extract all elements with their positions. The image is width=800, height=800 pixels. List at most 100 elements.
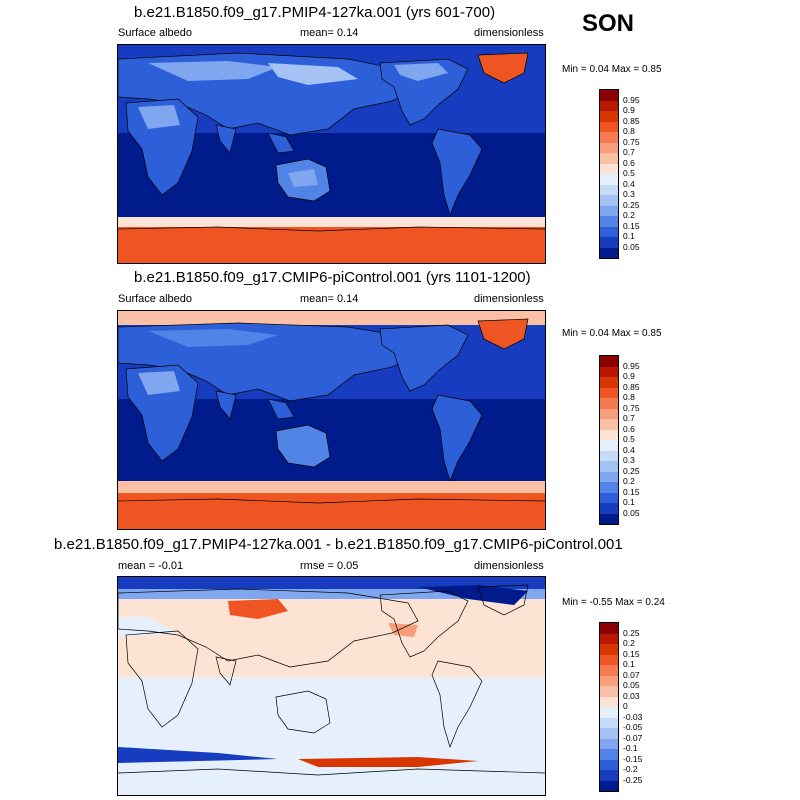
- colorbar-segment: [600, 686, 618, 697]
- colorbar-label: -0.03: [623, 711, 643, 722]
- colorbar-segment: [600, 205, 618, 216]
- colorbar-segment: [600, 408, 618, 419]
- colorbar-segment: [600, 226, 618, 237]
- colorbar-label: 0.8: [623, 126, 635, 136]
- panel-1-map: [117, 44, 546, 264]
- panel-3-minmax: Min = -0.55 Max = 0.24: [562, 597, 665, 608]
- colorbar-label: 0.05: [623, 680, 640, 690]
- colorbar-segment: [600, 770, 618, 781]
- colorbar-segment: [600, 387, 618, 398]
- colorbar-label: 0.9: [623, 371, 635, 381]
- colorbar-segment: [600, 216, 618, 227]
- panel-1-mean: mean= 0.14: [300, 27, 359, 39]
- colorbar-segment: [600, 749, 618, 760]
- colorbar-label: 0.4: [623, 178, 635, 189]
- colorbar-label: 0.5: [623, 168, 635, 178]
- colorbar-label: 0.15: [623, 220, 640, 231]
- colorbar-segment: [600, 132, 618, 143]
- colorbar-label: 0.1: [623, 659, 635, 669]
- colorbar-label: 0.05: [623, 241, 640, 252]
- colorbar-segment: [600, 366, 618, 377]
- panel-1-minmax: Min = 0.04 Max = 0.85: [562, 64, 662, 75]
- colorbar-segment: [600, 707, 618, 718]
- colorbar-segment: [600, 461, 618, 472]
- colorbar-label: 0.6: [623, 157, 635, 168]
- colorbar-label: 0.2: [623, 638, 635, 648]
- colorbar-label: -0.15: [623, 753, 643, 764]
- colorbar-label: 0.15: [623, 486, 640, 497]
- panel-2-minmax: Min = 0.04 Max = 0.85: [562, 328, 662, 339]
- colorbar-segment: [600, 503, 618, 514]
- panel-2-variable: Surface albedo: [118, 293, 192, 305]
- colorbar-segment: [600, 633, 618, 644]
- colorbar-segment: [600, 237, 618, 248]
- colorbar-segment: [600, 163, 618, 174]
- colorbar-segment: [600, 623, 618, 634]
- colorbar-segment: [600, 121, 618, 132]
- colorbar-segment: [600, 780, 618, 791]
- colorbar-label: 0.95: [623, 360, 640, 371]
- colorbar-label: -0.1: [623, 743, 638, 753]
- colorbar-segment: [600, 174, 618, 185]
- colorbar-label: 0.25: [623, 465, 640, 476]
- panel-2-units: dimensionless: [474, 293, 544, 305]
- colorbar-label: 0.2: [623, 476, 635, 486]
- colorbar-label: 0.25: [623, 199, 640, 210]
- colorbar-label: -0.05: [623, 722, 643, 732]
- colorbar-segment: [600, 429, 618, 440]
- panel-1-variable: Surface albedo: [118, 27, 192, 39]
- colorbar-segment: [600, 142, 618, 153]
- colorbar-label: 0.07: [623, 669, 640, 680]
- panel-2-colorbar: [599, 355, 619, 525]
- colorbar-label: 0.75: [623, 402, 640, 413]
- panel-3-units: dimensionless: [474, 560, 544, 572]
- panel-3-colorbar: [599, 622, 619, 792]
- colorbar-label: 0.3: [623, 189, 635, 199]
- colorbar-segment: [600, 696, 618, 707]
- panel-2-title: b.e21.B1850.f09_g17.CMIP6-piControl.001 …: [134, 269, 531, 286]
- colorbar-segment: [600, 644, 618, 655]
- colorbar-segment: [600, 153, 618, 164]
- colorbar-label: 0.95: [623, 94, 640, 105]
- colorbar-segment: [600, 111, 618, 122]
- colorbar-label: 0.6: [623, 423, 635, 434]
- colorbar-label: -0.07: [623, 732, 643, 743]
- colorbar-segment: [600, 513, 618, 524]
- colorbar-segment: [600, 471, 618, 482]
- colorbar-label: 0.8: [623, 392, 635, 402]
- colorbar-label: 0.7: [623, 147, 635, 157]
- season-label: SON: [582, 10, 635, 37]
- colorbar-segment: [600, 738, 618, 749]
- colorbar-segment: [600, 440, 618, 451]
- colorbar-segment: [600, 654, 618, 665]
- colorbar-label: 0: [623, 701, 628, 711]
- panel-2-map: [117, 310, 546, 530]
- colorbar-label: -0.25: [623, 774, 643, 785]
- colorbar-segment: [600, 398, 618, 409]
- panel-1-units: dimensionless: [474, 27, 544, 39]
- panel-3-rmse: rmse = 0.05: [300, 560, 359, 572]
- colorbar-label: 0.05: [623, 507, 640, 518]
- colorbar-label: 0.2: [623, 210, 635, 220]
- colorbar-label: 0.4: [623, 444, 635, 455]
- colorbar-segment: [600, 675, 618, 686]
- colorbar-label: 0.9: [623, 105, 635, 115]
- colorbar-label: 0.5: [623, 434, 635, 444]
- panel-3-title: b.e21.B1850.f09_g17.PMIP4-127ka.001 - b.…: [54, 536, 623, 553]
- colorbar-label: -0.2: [623, 764, 638, 774]
- colorbar-segment: [600, 100, 618, 111]
- colorbar-segment: [600, 184, 618, 195]
- colorbar-segment: [600, 492, 618, 503]
- panel-1-title: b.e21.B1850.f09_g17.PMIP4-127ka.001 (yrs…: [134, 4, 496, 21]
- colorbar-segment: [600, 356, 618, 367]
- colorbar-label: 0.25: [623, 627, 640, 638]
- colorbar-segment: [600, 717, 618, 728]
- colorbar-label: 0.75: [623, 136, 640, 147]
- colorbar-segment: [600, 247, 618, 258]
- panel-3-mean: mean = -0.01: [118, 560, 184, 572]
- colorbar-segment: [600, 759, 618, 770]
- colorbar-segment: [600, 419, 618, 430]
- colorbar-label: 0.7: [623, 413, 635, 423]
- colorbar-label: 0.03: [623, 690, 640, 701]
- colorbar-segment: [600, 482, 618, 493]
